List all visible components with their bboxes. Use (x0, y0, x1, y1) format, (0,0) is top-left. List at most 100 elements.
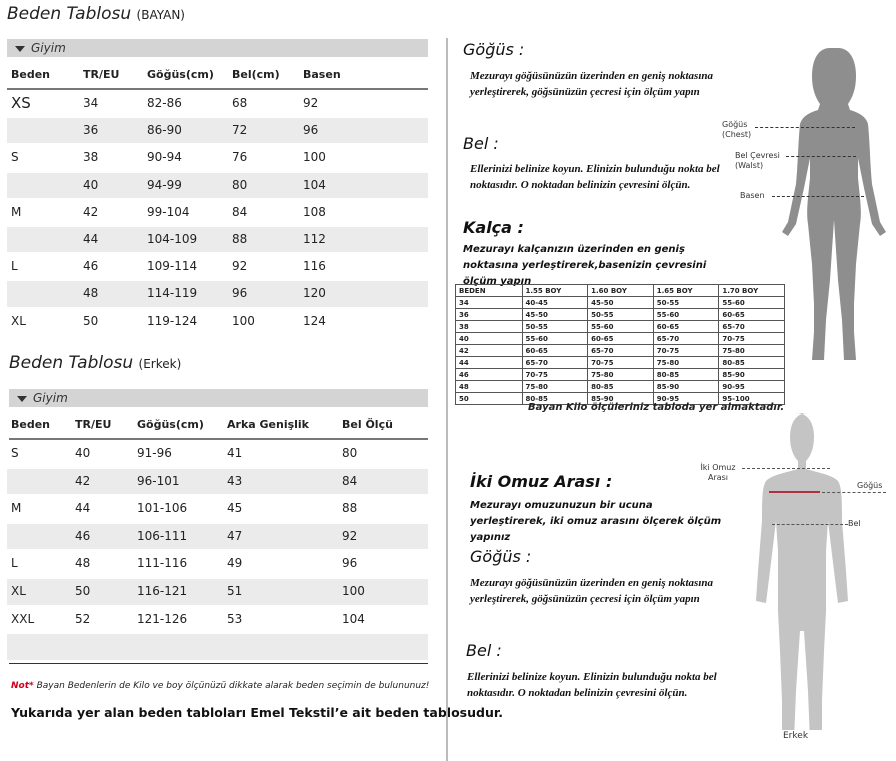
column-header: Basen (303, 68, 341, 81)
weight-table-cell: 85-90 (718, 368, 785, 381)
table-cell: 119-124 (147, 313, 198, 328)
table-cell: 90-94 (147, 150, 182, 165)
table-cell: 96 (303, 123, 319, 138)
table-cell: 96 (232, 286, 248, 301)
weight-table-cell: BEDEN (455, 284, 523, 297)
men-section-bar[interactable]: Giyim (9, 389, 428, 407)
weight-table-cell: 80-85 (652, 368, 720, 381)
shoulder-line (742, 468, 830, 469)
label-men-chest: Göğüs (857, 481, 883, 490)
table-row: S 38 90-94 76 100 (7, 145, 428, 170)
women-title: Beden Tablosu (BAYAN) (7, 4, 185, 24)
table-cell: 86-90 (147, 123, 182, 138)
weight-table-cell: 34 (455, 296, 523, 309)
table-cell: 42 (83, 204, 99, 219)
men-subtitle: (Erkek) (138, 357, 182, 371)
column-header: Beden (11, 68, 51, 81)
column-header: Göğüs(cm) (137, 418, 204, 431)
column-header: Beden (11, 418, 51, 431)
table-cell: L (11, 259, 18, 274)
table-cell: 34 (83, 96, 99, 110)
weight-table-cell: 55-60 (587, 320, 654, 333)
vertical-divider (446, 38, 448, 761)
weight-table-cell: 50 (455, 392, 523, 405)
table-cell: 53 (227, 611, 243, 626)
weight-table-cell: 75-80 (587, 368, 654, 381)
weight-table: BEDEN 1.55 BOY 1.60 BOY 1.65 BOY 1.70 BOY 34 4… (455, 284, 785, 405)
weight-table-cell: 55-60 (652, 308, 720, 321)
table-cell: 46 (83, 259, 99, 274)
table-cell: M (11, 204, 22, 219)
weight-table-cell: 45-50 (587, 296, 654, 309)
table-row: XS 34 82-86 68 92 (7, 91, 428, 116)
man-label-omuz: İki Omuz Arası (696, 463, 740, 483)
table-row: XXL 52 121-126 53 104 (7, 607, 428, 633)
chest-line (755, 127, 855, 128)
weight-table-cell: 38 (455, 320, 523, 333)
table-cell: 112 (303, 232, 326, 246)
divider (7, 88, 428, 90)
women-kalca-title: Kalça : (463, 218, 524, 237)
table-row: 48 114-119 96 120 (7, 281, 428, 307)
table-cell: 106-111 (137, 528, 188, 543)
women-bel-text: Ellerinizi belinize koyun. Elinizin bulu… (470, 163, 720, 191)
table-cell: 104 (342, 611, 365, 626)
weight-table-cell: 1.55 BOY (521, 284, 589, 297)
weight-table-cell: 55-60 (718, 296, 785, 309)
weight-table-cell: 48 (455, 380, 523, 393)
label-chest: Göğüs (722, 120, 748, 129)
weight-table-cell: 45-50 (521, 308, 589, 321)
table-row: 46 106-111 47 92 (7, 523, 428, 550)
table-row: 42 96-101 43 84 (7, 468, 428, 495)
table-cell: 80 (342, 446, 358, 460)
weight-table-cell: 60-65 (587, 332, 654, 345)
table-cell: 114-119 (147, 286, 198, 301)
table-cell: S (11, 150, 19, 165)
women-section-bar[interactable]: Giyim (7, 39, 428, 57)
weight-table-cell: 65-70 (587, 344, 654, 357)
table-cell: L (11, 556, 18, 571)
weight-table-cell: 75-80 (521, 380, 589, 393)
label-waist-en: (Walst) (735, 161, 764, 170)
table-cell: 50 (75, 584, 91, 598)
table-cell: 100 (232, 313, 255, 328)
column-header: Bel Ölçü (342, 418, 393, 431)
weight-table-cell: 95-100 (718, 392, 785, 405)
table-cell: XL (11, 584, 26, 598)
men-omuz-title: İki Omuz Arası : (470, 472, 613, 491)
weight-table-cell: 40 (455, 332, 523, 345)
table-cell: 36 (83, 123, 99, 138)
weight-table-cell: 70-75 (718, 332, 785, 345)
caret-down-icon (17, 395, 27, 402)
note-text: Bayan Bedenlerin de Kilo ve boy ölçünüzü… (36, 681, 430, 691)
weight-table-cell: 42 (455, 344, 523, 357)
table-cell: 104-109 (147, 232, 198, 246)
table-cell: XS (11, 94, 31, 112)
column-header: Göğüs(cm) (147, 68, 214, 81)
woman-silhouette (782, 48, 886, 360)
weight-table-cell: 85-90 (587, 392, 654, 405)
table-row: L 46 109-114 92 116 (7, 254, 428, 279)
women-gogus-text: Mezurayı göğüsünüzün üzerinden en geniş … (470, 70, 713, 98)
table-row: 44 104-109 88 112 (7, 227, 428, 253)
weight-table-cell: 44 (455, 356, 523, 369)
table-cell: 42 (75, 473, 91, 488)
weight-table-row: 42 60-65 65-70 70-75 75-80 (455, 344, 785, 357)
weight-table-row: 48 75-80 80-85 85-90 90-95 (455, 380, 785, 393)
note: Not* Bayan Bedenlerin de Kilo ve boy ölç… (11, 681, 429, 691)
table-cell: 76 (232, 150, 248, 165)
column-header: Arka Genişlik (227, 418, 310, 431)
table-cell: 120 (303, 286, 326, 301)
table-cell: 116-121 (137, 584, 188, 598)
weight-table-cell: 90-95 (652, 392, 720, 405)
men-waist-line (772, 524, 848, 525)
table-cell: 68 (232, 96, 248, 110)
table-cell: 121-126 (137, 611, 188, 626)
table-cell: 96 (342, 556, 358, 571)
men-bel-text: Ellerinizi belinize koyun. Elinizin bulu… (467, 671, 717, 699)
table-cell: 72 (232, 123, 248, 138)
women-gogus-title: Göğüs : (463, 40, 525, 59)
man-silhouette (756, 413, 848, 730)
table-cell: M (11, 501, 22, 516)
table-cell: 41 (227, 446, 243, 460)
